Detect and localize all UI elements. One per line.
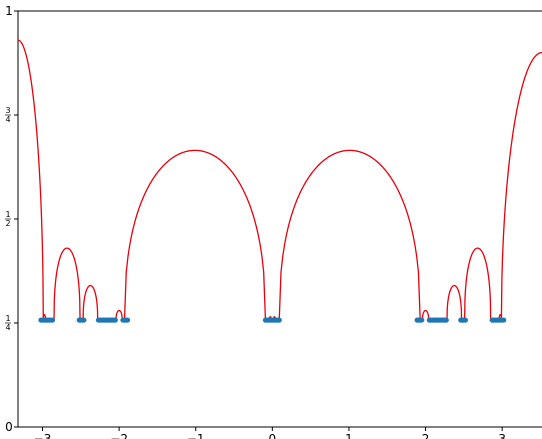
y-tick-fraction-label: 14 xyxy=(5,314,11,332)
y-tick-fraction-label: 34 xyxy=(5,106,11,124)
data-point-23 xyxy=(112,317,118,323)
curve-segment-5 xyxy=(123,149,267,321)
y-tick-numerator: 1 xyxy=(5,314,10,323)
curve-series xyxy=(17,39,542,321)
curve-segment-8 xyxy=(278,149,421,321)
curve-segment-10 xyxy=(446,284,463,321)
y-tick-fraction-label: 12 xyxy=(5,210,11,228)
point-series xyxy=(38,317,507,323)
curve-segment-7 xyxy=(272,316,277,321)
curve-segment-2 xyxy=(53,247,81,321)
x-tick-label: −2 xyxy=(110,432,128,439)
x-tick-label: 2 xyxy=(422,432,430,439)
y-tick-label: 1 xyxy=(5,4,13,18)
curve-segment-9 xyxy=(421,309,430,321)
x-tick-label: −1 xyxy=(187,432,205,439)
y-tick-label: 0 xyxy=(5,420,13,434)
curve-segment-1 xyxy=(42,314,47,321)
curve-segment-6 xyxy=(268,316,272,321)
x-tick-label: 3 xyxy=(498,432,506,439)
data-point-41 xyxy=(419,317,425,323)
y-tick-denominator: 2 xyxy=(5,219,10,228)
curve-segment-3 xyxy=(82,284,99,321)
x-tick-label: 0 xyxy=(269,432,277,439)
y-tick-numerator: 1 xyxy=(5,210,10,219)
data-point-53 xyxy=(443,317,449,323)
curve-segment-4 xyxy=(115,309,123,321)
data-point-65 xyxy=(501,317,507,323)
y-tick-denominator: 4 xyxy=(5,323,10,332)
data-point-37 xyxy=(276,317,282,323)
x-tick-label: 1 xyxy=(345,432,353,439)
data-point-7 xyxy=(49,317,56,323)
axes xyxy=(17,10,542,428)
data-point-27 xyxy=(124,317,131,323)
x-tick-label: −3 xyxy=(34,432,52,439)
y-tick-denominator: 4 xyxy=(5,115,10,124)
curve-segment-11 xyxy=(463,247,492,321)
curve-segment-13 xyxy=(500,51,542,321)
curve-segment-0 xyxy=(17,39,44,321)
data-point-11 xyxy=(81,317,87,323)
y-tick-numerator: 3 xyxy=(5,106,10,115)
data-point-57 xyxy=(462,317,468,323)
